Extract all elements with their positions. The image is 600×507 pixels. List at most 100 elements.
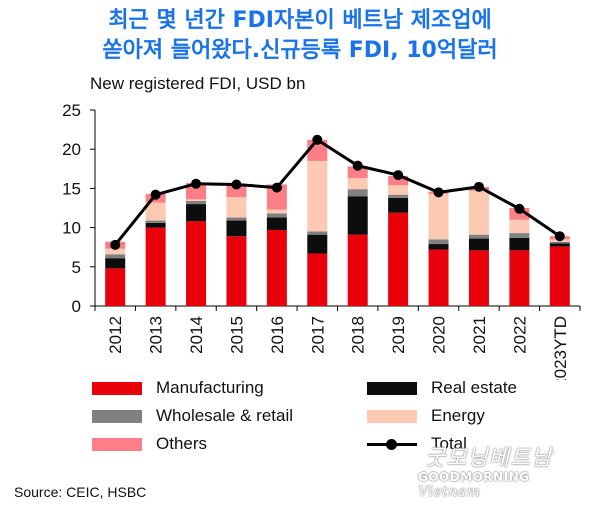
bar-segment-real-estate-2012	[105, 258, 126, 269]
legend-item-real-estate: Real estate	[367, 378, 517, 398]
x-tick-label-2013: 2013	[147, 316, 166, 354]
headline-line-2: 쏟아져 들어왔다.신규등록 FDI, 10억달러	[102, 38, 498, 63]
bar-segment-manufacturing-2013	[145, 227, 166, 306]
bar-segment-manufacturing-2012	[105, 268, 126, 306]
bar-segment-real-estate-2017	[307, 234, 328, 254]
x-tick-label-2016: 2016	[268, 316, 287, 354]
bar-segment-real-estate-2018	[347, 196, 368, 235]
bar-segment-wholesale-retail-2023YTD	[549, 241, 570, 244]
legend-item-total: Total	[367, 434, 467, 454]
bar-segment-wholesale-retail-2016	[266, 213, 287, 218]
y-tick-label: 25	[62, 101, 81, 120]
total-point-2017	[312, 134, 323, 145]
bar-segment-real-estate-2014	[186, 204, 207, 222]
bar-segment-manufacturing-2017	[307, 253, 328, 306]
bar-segment-energy-2014	[186, 199, 207, 201]
x-tick-label-2021: 2021	[470, 316, 489, 354]
total-point-2019	[393, 170, 404, 181]
bar-segment-wholesale-retail-2021	[468, 234, 489, 239]
total-point-2012	[110, 239, 121, 250]
bar-segment-others-2016	[266, 184, 287, 210]
legend-label-manufacturing: Manufacturing	[156, 378, 264, 397]
legend-label-others: Others	[156, 434, 208, 453]
stacked-bar-chart: 0 5 10 15 20 25 2012 2013 2014 2015 2016 2017 2018 20…	[62, 101, 581, 380]
legend-swatch-total	[367, 438, 417, 451]
total-line	[114, 137, 561, 246]
y-tick-label: 0	[72, 297, 81, 316]
bar-segment-manufacturing-2022	[509, 250, 530, 306]
watermark-script: 굿모닝베트남	[425, 446, 553, 471]
legend-swatch-manufacturing	[92, 381, 142, 395]
total-point-2013	[150, 189, 161, 200]
bar-segment-wholesale-retail-2018	[347, 189, 368, 197]
bar-segment-others-2019	[388, 175, 409, 186]
source-note: Source: CEIC, HSBC	[14, 484, 147, 500]
bar-segment-energy-2021	[468, 190, 489, 235]
headline-line-1: 최근 몇 년간 FDI자본이 베트남 제조업에	[108, 8, 492, 33]
total-point-2023YTD	[554, 231, 565, 242]
bar-segment-real-estate-2013	[145, 222, 166, 228]
legend-item-energy: Energy	[367, 406, 485, 426]
total-point-2020	[433, 187, 444, 198]
bar-segment-real-estate-2021	[468, 238, 489, 251]
y-tick-label: 20	[62, 140, 81, 159]
bar-segment-energy-2013	[145, 202, 166, 221]
bar-segment-energy-2022	[509, 219, 530, 234]
bar-segment-real-estate-2016	[266, 217, 287, 230]
x-tick-label-2012: 2012	[106, 316, 125, 354]
bar-segment-wholesale-retail-2015	[226, 217, 247, 221]
bar-segment-energy-2015	[226, 197, 247, 218]
bar-segment-others-2014	[186, 182, 207, 200]
bar-segment-energy-2020	[428, 193, 449, 240]
x-tick-label-2022: 2022	[510, 316, 529, 354]
watermark-brand: GOODMORNING Vietnam	[418, 470, 530, 500]
bar-segment-real-estate-2019	[388, 197, 409, 213]
bar-segment-wholesale-retail-2017	[307, 231, 328, 235]
bar-segment-energy-2019	[388, 185, 409, 195]
legend-item-others: Others	[92, 434, 207, 454]
x-tick-label-2019: 2019	[389, 316, 408, 354]
legend-label-total: Total	[431, 434, 467, 453]
total-point-2021	[473, 181, 484, 192]
x-tick-label-2014: 2014	[187, 316, 206, 354]
legend-item-manufacturing: Manufacturing	[92, 378, 264, 398]
chart-legend: Manufacturing Real estate Wholesale & re…	[92, 378, 562, 458]
bar-segment-manufacturing-2021	[468, 250, 489, 306]
legend-label-real-estate: Real estate	[431, 378, 517, 397]
legend-swatch-energy	[367, 409, 417, 423]
y-tick-label: 5	[72, 258, 81, 277]
legend-swatch-others	[92, 437, 142, 451]
bar-segment-wholesale-retail-2020	[428, 239, 449, 245]
bar-segment-real-estate-2015	[226, 220, 247, 237]
watermark-logo: 굿모닝베트남 GOODMORNING Vietnam	[410, 440, 590, 500]
bar-segment-manufacturing-2015	[226, 236, 247, 306]
bar-segment-others-2022	[509, 208, 530, 220]
total-point-2014	[191, 178, 202, 189]
bar-segment-energy-2017	[307, 160, 328, 232]
bar-segment-manufacturing-2014	[186, 221, 207, 306]
bar-segment-manufacturing-2023YTD	[549, 246, 570, 306]
total-point-2022	[514, 203, 525, 214]
legend-label-energy: Energy	[431, 406, 485, 425]
bar-segment-manufacturing-2018	[347, 234, 368, 306]
bar-segment-real-estate-2023YTD	[549, 243, 570, 247]
legend-swatch-real-estate	[367, 381, 417, 395]
bar-segment-others-2018	[347, 166, 368, 179]
total-point-2018	[352, 160, 363, 171]
total-point-2015	[231, 179, 242, 190]
bar-segment-others-2015	[226, 184, 247, 198]
bar-segment-wholesale-retail-2012	[105, 254, 126, 259]
bar-segment-wholesale-retail-2014	[186, 200, 207, 205]
bar-segment-manufacturing-2019	[388, 212, 409, 306]
bar-segment-manufacturing-2020	[428, 249, 449, 306]
bar-segment-energy-2012	[105, 248, 126, 255]
bar-segment-real-estate-2022	[509, 237, 530, 251]
y-axis-label: New registered FDI, USD bn	[90, 74, 306, 93]
x-tick-label-2018: 2018	[349, 316, 368, 354]
legend-item-wholesale: Wholesale & retail	[92, 406, 293, 426]
bar-segment-wholesale-retail-2019	[388, 194, 409, 198]
legend-swatch-wholesale	[92, 409, 142, 423]
bar-segment-energy-2018	[347, 178, 368, 190]
x-tick-label-2017: 2017	[308, 316, 327, 354]
bar-segment-manufacturing-2016	[266, 229, 287, 306]
